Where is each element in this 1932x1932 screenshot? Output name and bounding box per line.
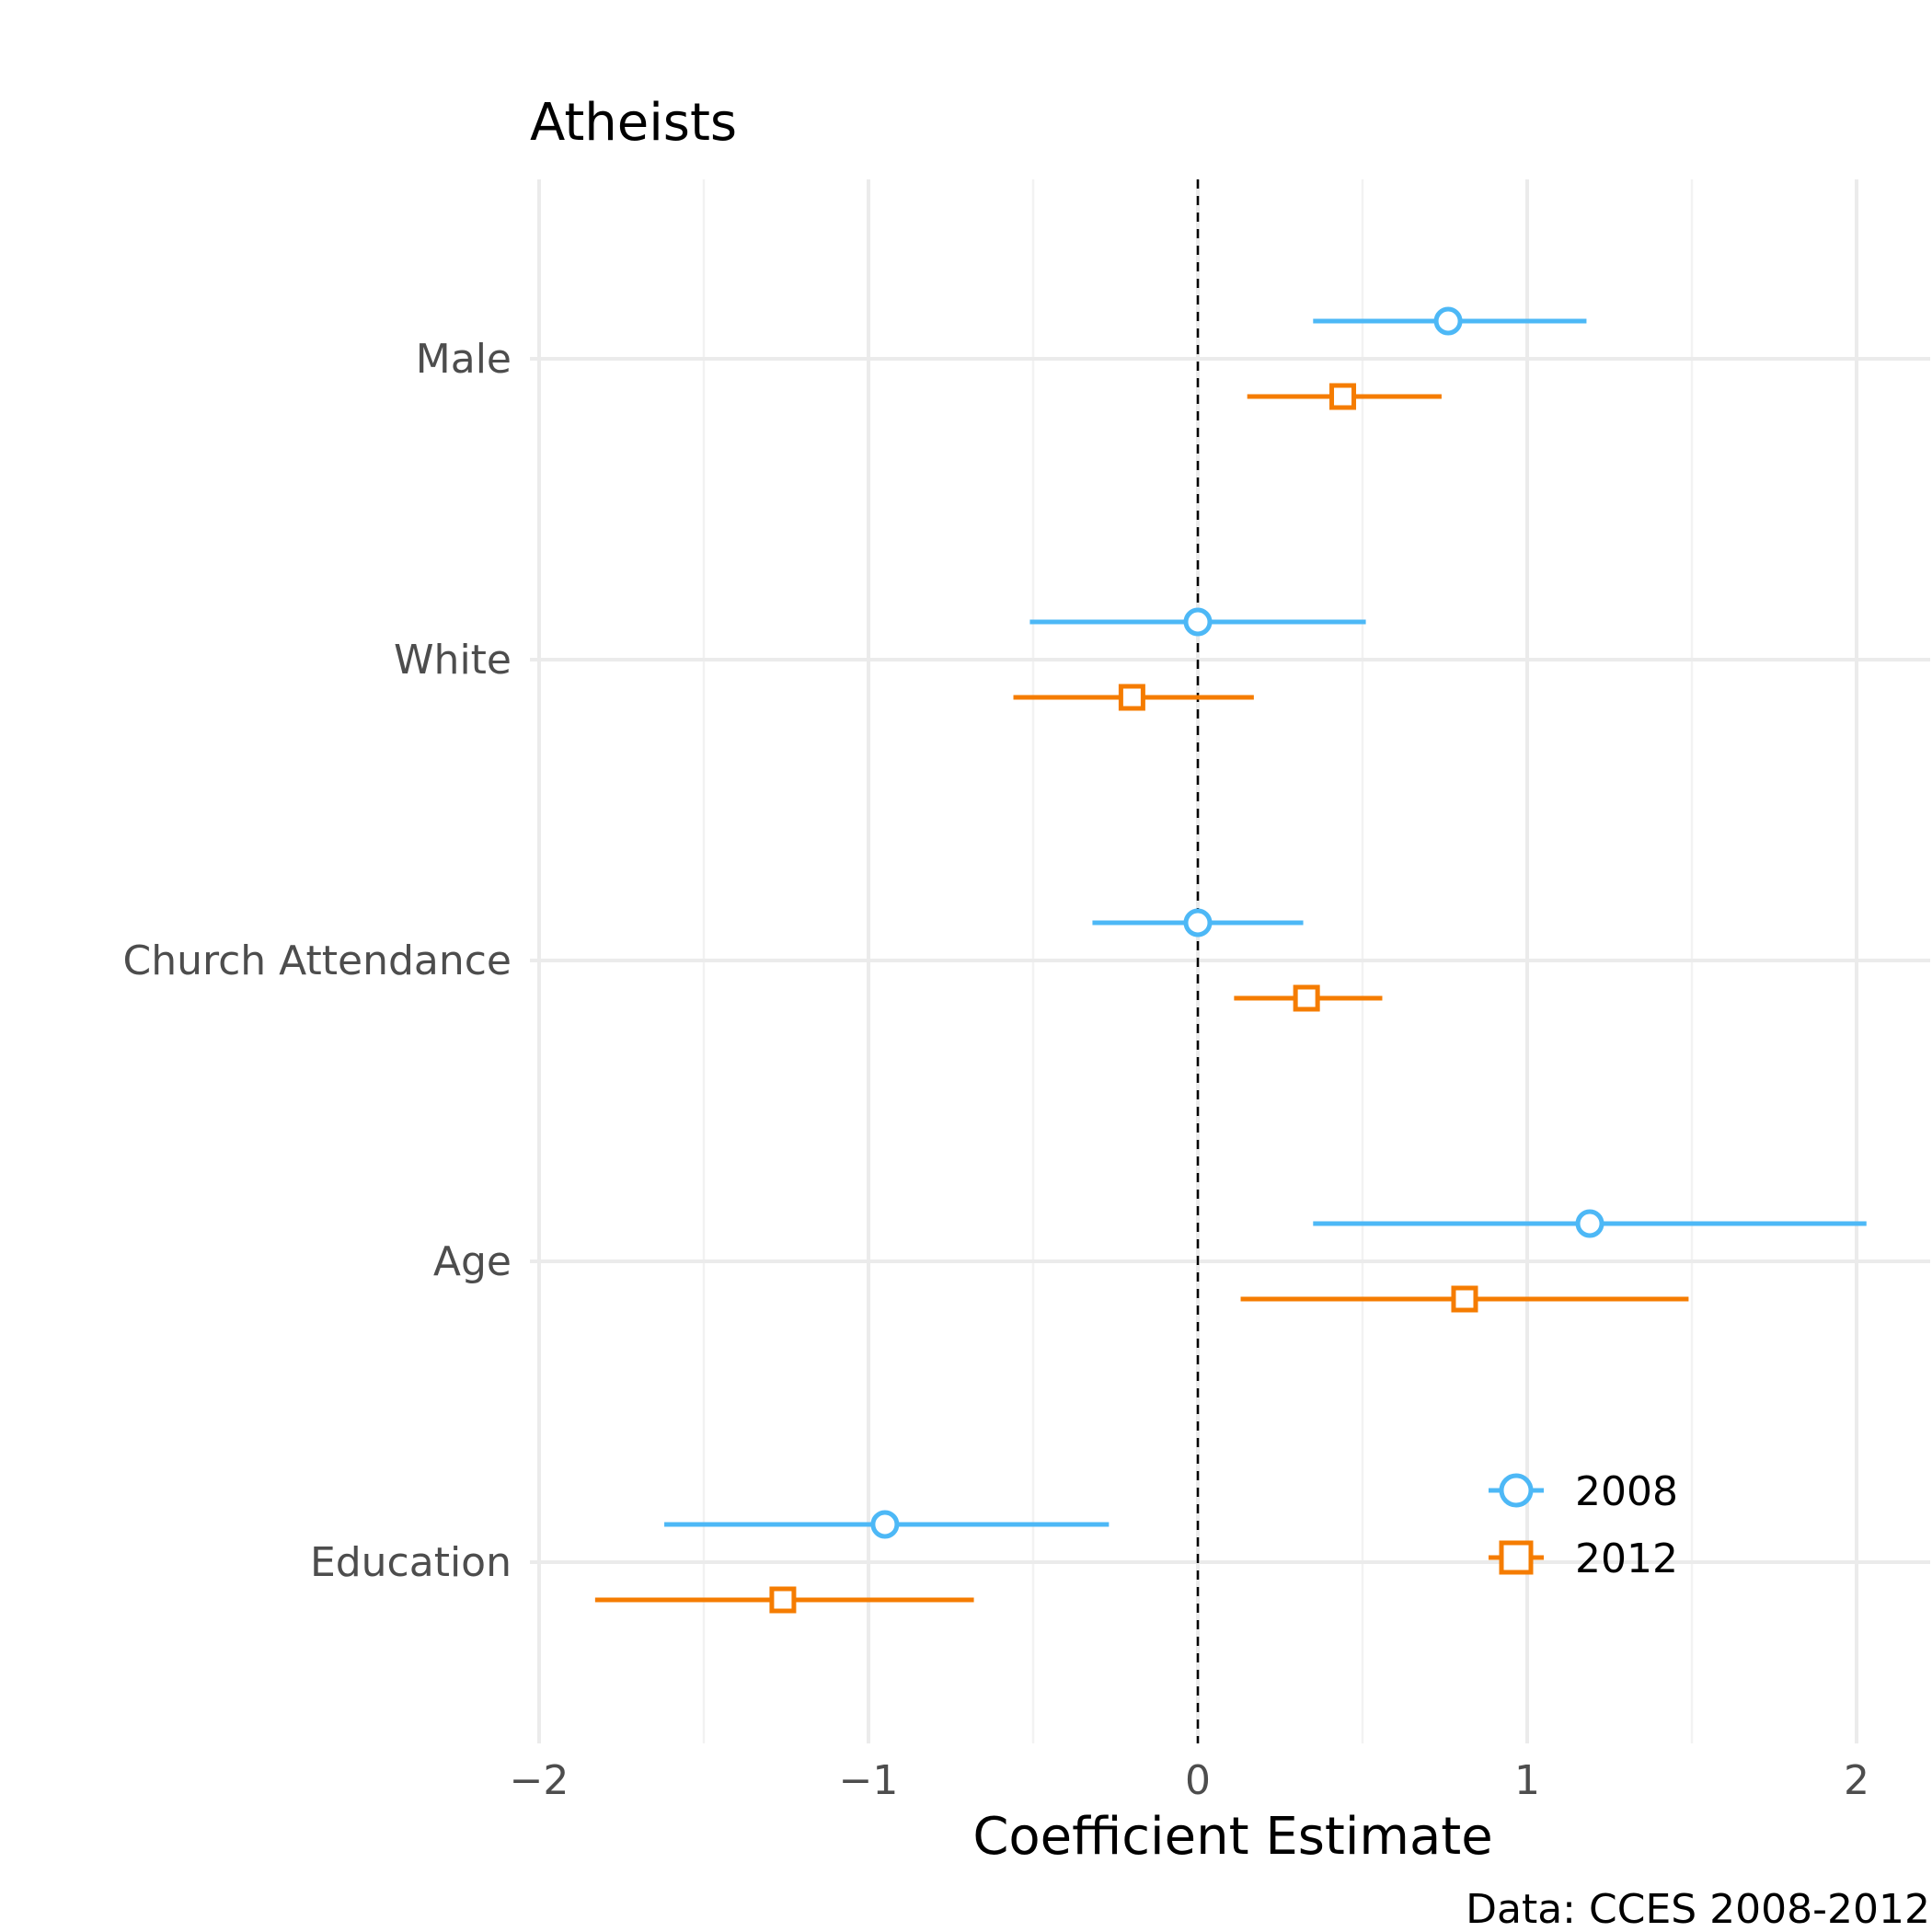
- grid-layer: [530, 179, 1930, 1743]
- point-2008: [1575, 1209, 1604, 1238]
- legend: 2008 2012: [1489, 1468, 1678, 1582]
- point-2012: [1329, 383, 1357, 410]
- legend-key-square-2012: [1499, 1540, 1534, 1575]
- point-2008: [870, 1510, 900, 1539]
- chart-title: Atheists: [530, 93, 737, 153]
- legend-label-2008: 2008: [1575, 1468, 1678, 1515]
- point-2012: [769, 1586, 797, 1614]
- x-tick-label: −2: [510, 1757, 569, 1804]
- y-tick-label: White: [394, 637, 512, 684]
- data-marks: [594, 306, 1867, 1614]
- point-2008: [1433, 306, 1463, 336]
- point-2012: [1118, 684, 1145, 711]
- x-tick-labels: −2 −1 0 1 2: [510, 1757, 1869, 1804]
- y-tick-label: Church Attendance: [122, 937, 512, 984]
- x-tick-label: 1: [1514, 1757, 1540, 1804]
- y-tick-label: Age: [433, 1238, 512, 1285]
- y-tick-label: Education: [310, 1539, 512, 1586]
- x-tick-label: 2: [1844, 1757, 1869, 1804]
- y-tick-label: Male: [416, 336, 512, 383]
- point-2008: [1183, 908, 1213, 937]
- x-tick-label: −1: [839, 1757, 899, 1804]
- y-tick-labels: Male White Church Attendance Age Education: [122, 336, 512, 1586]
- point-2008: [1183, 607, 1213, 637]
- caption: Data: CCES 2008-2012: [1466, 1886, 1930, 1932]
- point-2012: [1451, 1285, 1478, 1313]
- x-axis-label: Coefficient Estimate: [972, 1807, 1492, 1867]
- legend-entry-2012: 2012: [1489, 1535, 1678, 1582]
- legend-key-circle-2008: [1499, 1473, 1534, 1508]
- x-tick-label: 0: [1185, 1757, 1211, 1804]
- legend-entry-2008: 2008: [1489, 1468, 1678, 1515]
- legend-label-2012: 2012: [1575, 1535, 1678, 1582]
- point-2012: [1293, 984, 1320, 1012]
